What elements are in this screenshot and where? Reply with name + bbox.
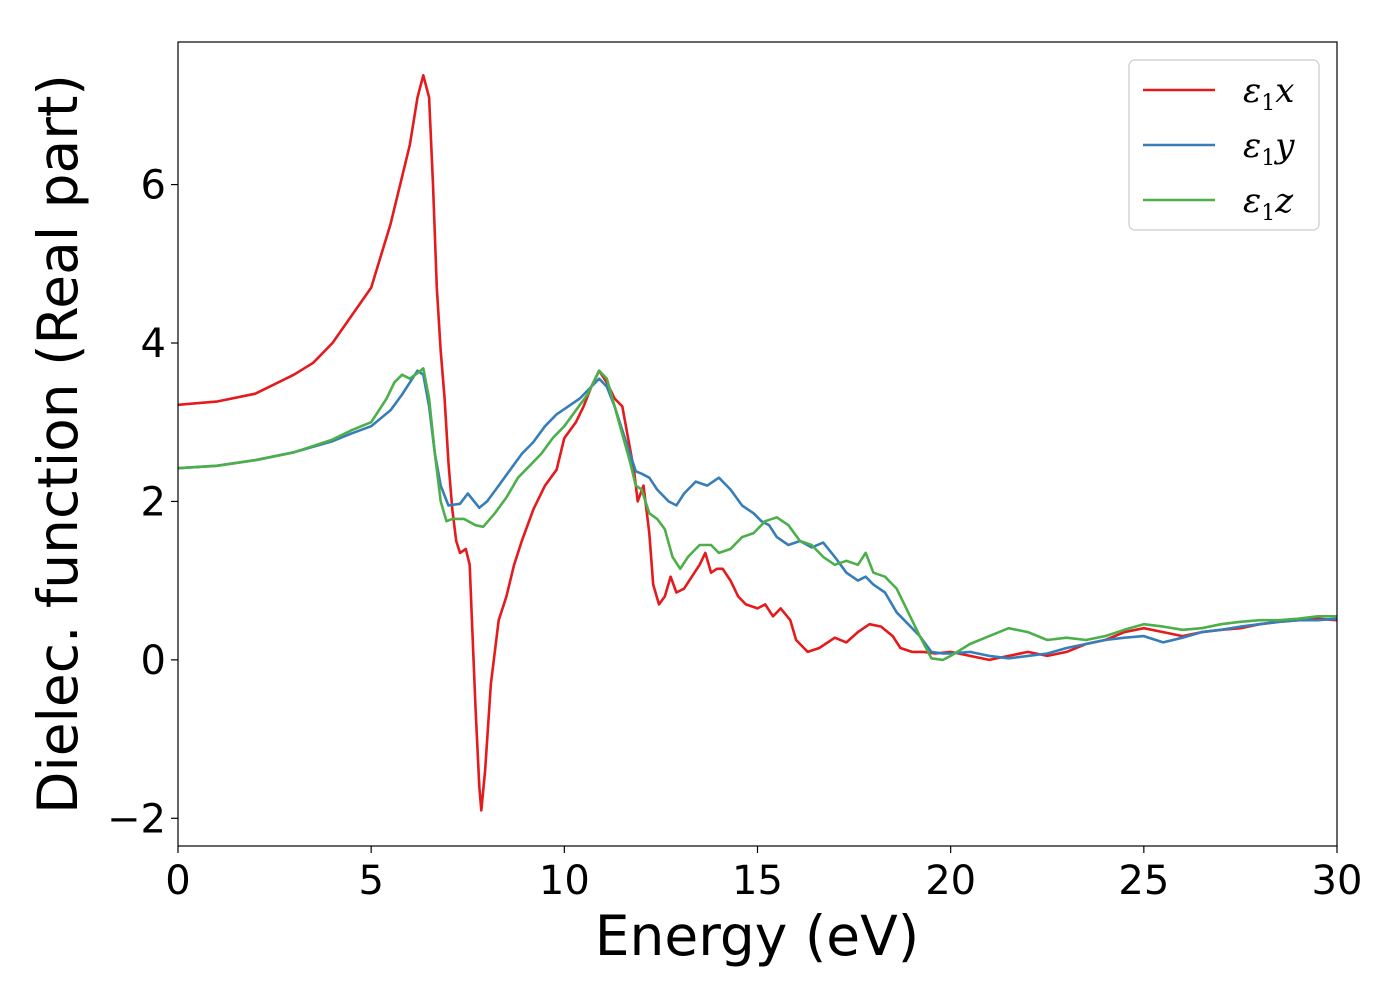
x-tick-label: 15: [732, 858, 783, 904]
y-tick-label: 0: [141, 638, 166, 684]
x-tick-label: 30: [1312, 858, 1363, 904]
legend-label: ε1z: [1243, 181, 1294, 226]
x-tick-label: 10: [539, 858, 590, 904]
series-layer: [177, 74, 1338, 812]
legend-box: [1128, 59, 1320, 231]
legend: ε1x ε1y ε1z: [1128, 59, 1320, 231]
x-axis-label: Energy (eV): [595, 904, 919, 968]
legend-label: ε1x: [1243, 71, 1294, 116]
x-tick-label: 5: [358, 858, 383, 904]
series-line-3: [177, 367, 1337, 662]
y-axis: −2 0 2 4 6: [107, 163, 178, 842]
y-tick-label: −2: [107, 796, 166, 842]
x-tick-label: 0: [165, 858, 190, 904]
x-tick-label: 20: [925, 858, 976, 904]
series-line-2: [177, 369, 1338, 660]
x-axis: 0 5 10 15 20 25 30: [165, 846, 1362, 904]
x-tick-label: 25: [1118, 858, 1169, 904]
series-line-1: [177, 74, 1338, 812]
y-tick-label: 4: [141, 321, 166, 367]
y-tick-label: 2: [141, 479, 166, 525]
y-axis-label: Dielec. function (Real part): [26, 74, 90, 814]
legend-label: ε1y: [1243, 126, 1295, 171]
y-tick-label: 6: [141, 163, 166, 209]
